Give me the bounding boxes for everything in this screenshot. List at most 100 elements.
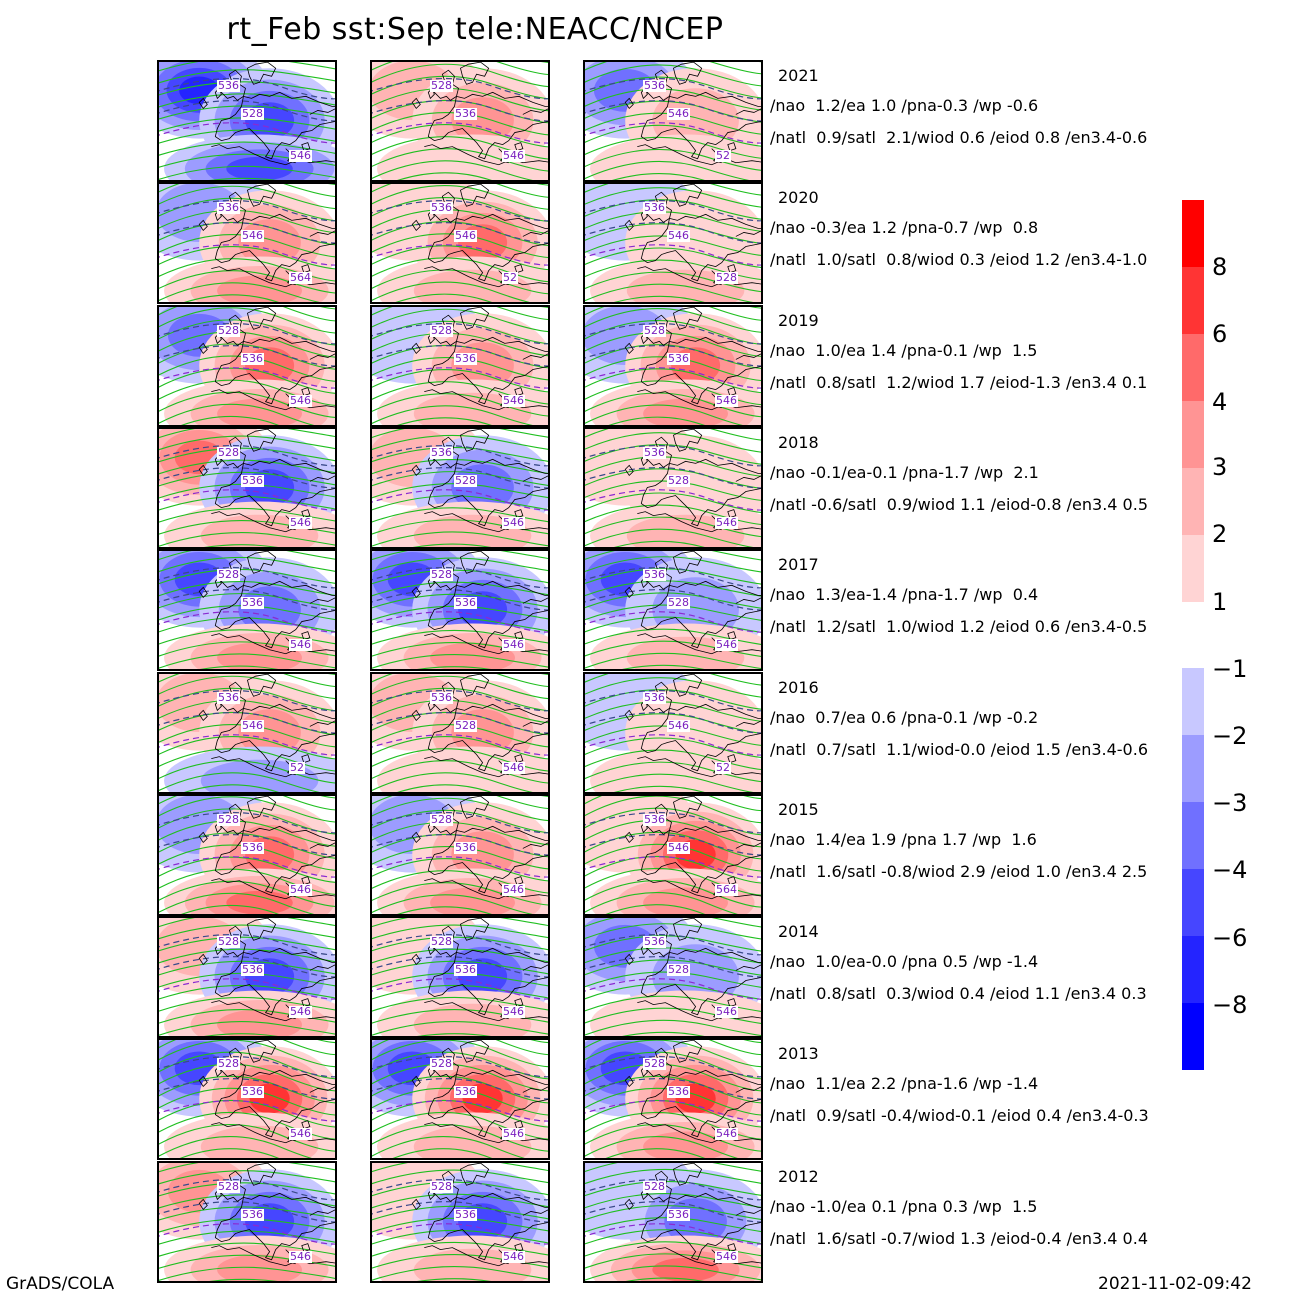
height-contour [397, 906, 492, 914]
contour-label: 52 [715, 761, 731, 774]
coastline [735, 1209, 761, 1216]
anomaly-map [372, 674, 548, 792]
teleconnection-indices: /nao -0.3/ea 1.2 /pna-0.7 /wp 0.8 [770, 218, 1039, 237]
coastline [460, 796, 490, 819]
coastline [247, 429, 277, 452]
height-contour [159, 808, 335, 835]
contour-label: 528 [667, 596, 690, 609]
coastline [456, 947, 548, 963]
dashed-contour [159, 1100, 335, 1122]
height-contour [372, 984, 548, 1000]
dashed-contour [372, 444, 548, 467]
coastline [640, 218, 761, 282]
dashed-contour [159, 367, 335, 389]
map-panel-2018-2: 536 528 546 [370, 427, 550, 549]
height-contour [585, 1217, 761, 1233]
contour-label: 536 [454, 596, 477, 609]
coastline [411, 709, 421, 722]
coastline [673, 918, 703, 941]
coastline [211, 511, 335, 533]
dashed-contour [159, 244, 335, 266]
height-contour [585, 1192, 761, 1209]
anomaly-shade [377, 134, 548, 180]
coastline [427, 1197, 548, 1261]
height-contour [372, 357, 548, 381]
anomaly-map [372, 918, 548, 1036]
height-contour [585, 701, 761, 722]
height-contour [585, 725, 761, 746]
coastline [673, 1163, 703, 1186]
anomaly-map [372, 796, 548, 914]
height-contour [372, 924, 548, 940]
dashed-contour [585, 322, 761, 345]
height-contour [372, 381, 548, 405]
coastline [424, 389, 548, 411]
coastline [727, 509, 737, 519]
height-contour [372, 369, 548, 393]
height-contour [159, 984, 335, 1000]
anomaly-shade [643, 1131, 728, 1158]
map-panel-2019-2: 528 536 546 [370, 305, 550, 427]
height-contour [585, 492, 761, 513]
height-contour [585, 161, 750, 180]
height-contour [585, 592, 761, 609]
height-contour [372, 724, 548, 748]
anomaly-map [159, 1040, 335, 1158]
height-contour [372, 858, 548, 882]
anomaly-shade [217, 398, 302, 425]
coastline [424, 1122, 548, 1144]
height-contour [372, 557, 548, 573]
height-contour [585, 1265, 761, 1281]
anomaly-shade [626, 636, 745, 669]
coastline [309, 353, 335, 360]
contour-label: 528 [430, 79, 453, 92]
height-contour [159, 153, 335, 168]
contour-label: 546 [715, 1127, 738, 1140]
height-contour [392, 1148, 493, 1158]
height-contour [585, 855, 761, 884]
coastline [640, 1074, 761, 1138]
height-contour [605, 904, 706, 914]
dashed-contour [372, 1100, 548, 1122]
height-contour [585, 211, 761, 232]
height-contour [625, 1277, 705, 1281]
contour-label: 546 [289, 1127, 312, 1140]
contour-label: 528 [667, 474, 690, 487]
coastline [522, 1209, 548, 1216]
height-contour [585, 652, 761, 669]
height-contour [372, 882, 548, 906]
contour-label: 546 [502, 1250, 525, 1263]
coastline [424, 633, 548, 655]
height-contour [372, 1099, 548, 1128]
height-contour [372, 1124, 548, 1152]
dashed-contour [159, 199, 335, 222]
height-contour [372, 471, 548, 487]
coastline [640, 96, 761, 160]
height-contour [585, 1007, 761, 1024]
height-contour [585, 1163, 761, 1173]
coastline [309, 964, 335, 971]
coastline [640, 585, 761, 649]
coastline [211, 756, 335, 778]
height-contour [372, 972, 548, 988]
colorbar-swatch [1182, 468, 1204, 535]
coastline [624, 953, 634, 966]
dashed-contour [372, 322, 548, 345]
contour-label: 536 [643, 691, 666, 704]
coastline [214, 1074, 335, 1138]
height-contour [372, 257, 548, 283]
coastline [514, 754, 524, 764]
dashed-contour [159, 811, 335, 834]
map-panel-2016-3: 536 546 52 [583, 672, 763, 794]
coastline [735, 597, 761, 604]
coastline [309, 475, 335, 482]
year-label: 2021 [778, 66, 819, 85]
height-contour [614, 540, 705, 547]
contour-label: 546 [502, 516, 525, 529]
contour-label: 546 [667, 719, 690, 732]
height-contour [372, 605, 548, 621]
year-label: 2013 [778, 1044, 819, 1063]
coastline [243, 580, 335, 596]
coastline [198, 586, 208, 599]
coastline [247, 1163, 277, 1186]
